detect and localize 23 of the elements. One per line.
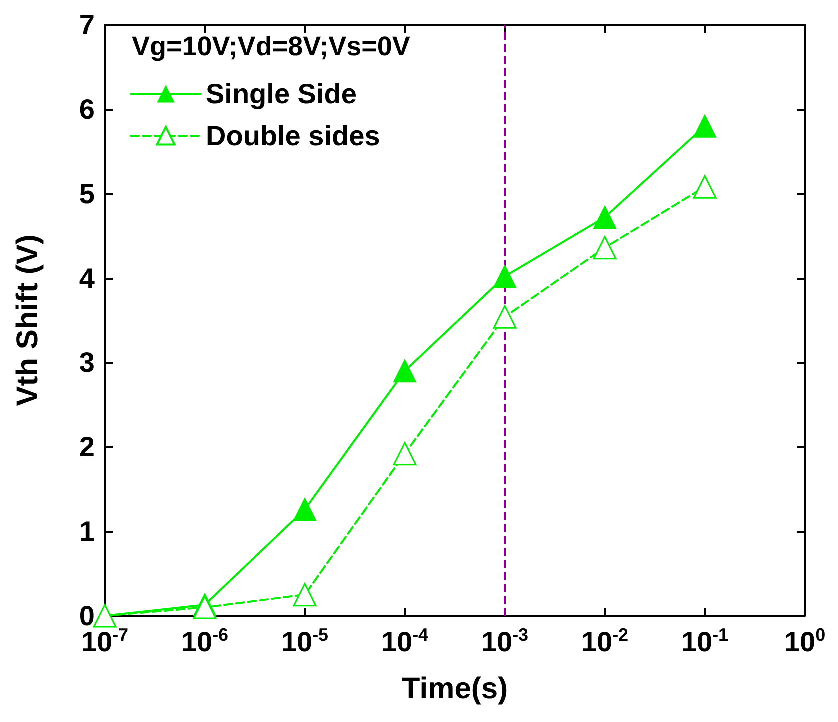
x-axis-title: Time(s) <box>402 672 508 706</box>
y-tick-label: 7 <box>79 10 95 40</box>
point <box>293 583 317 607</box>
legend-label: Single Side <box>206 78 357 110</box>
point <box>594 206 616 229</box>
point <box>694 114 716 138</box>
point <box>493 305 517 329</box>
point <box>494 265 516 288</box>
point <box>593 236 617 260</box>
y-tick-label: 5 <box>79 178 95 210</box>
y-tick-label: 6 <box>79 94 95 125</box>
annotation: Vg=10V;Vd=8V;Vs=0V <box>132 32 410 62</box>
y-tick-label: 2 <box>79 432 95 463</box>
y-axis-title: Vth Shift (V) <box>12 234 44 406</box>
legend-label: Double sides <box>206 120 380 152</box>
y-tick-label: 3 <box>79 347 95 378</box>
point <box>294 498 316 522</box>
point <box>393 442 417 466</box>
point <box>693 175 717 199</box>
y-tick-label: 4 <box>79 262 96 294</box>
y-tick-label: 0 <box>79 600 95 632</box>
point <box>394 360 416 383</box>
y-tick-label: 1 <box>79 516 95 548</box>
